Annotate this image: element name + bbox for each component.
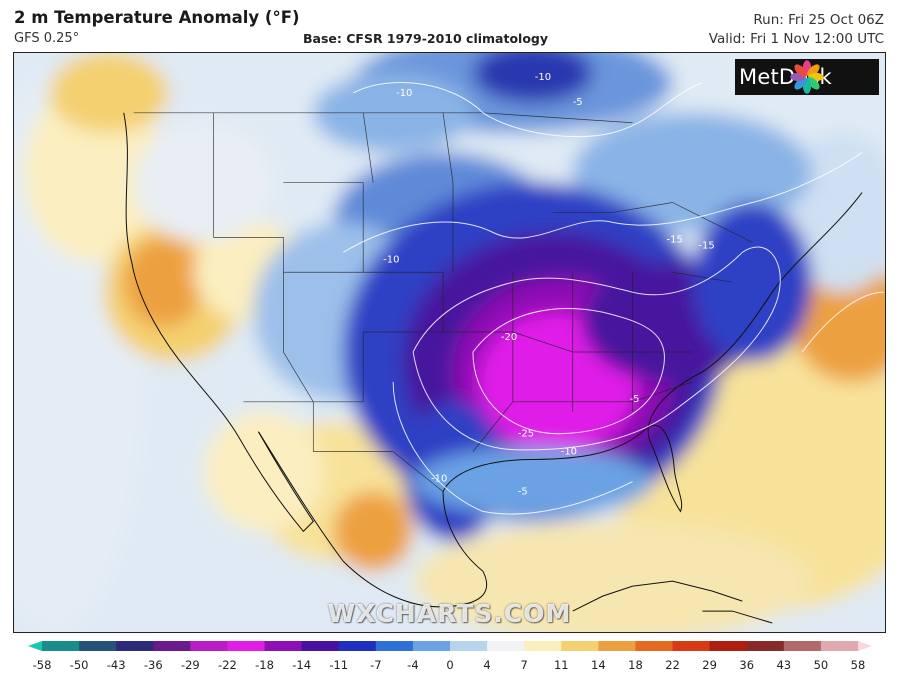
colorbar-tick-label: 14 <box>591 658 606 672</box>
state-boundaries <box>133 112 753 492</box>
colorbar-tick-label: -7 <box>370 658 382 672</box>
colorbar-cell <box>42 641 80 651</box>
colorbar-cell <box>412 641 451 651</box>
run-time: Run: Fri 25 Oct 06Z <box>753 12 884 28</box>
colorbar-cell <box>264 641 303 651</box>
contour-label: -5 <box>573 97 583 108</box>
contour-label: -25 <box>518 429 534 440</box>
colorbar-tick-label: 58 <box>850 658 866 672</box>
colorbar-cell <box>635 641 674 651</box>
colorbar-tick-label: -43 <box>106 658 126 672</box>
colorbar-tick-label: -22 <box>218 658 237 672</box>
colorbar-tick-label: -18 <box>255 658 274 672</box>
colorbar-tick-label: 36 <box>739 658 755 672</box>
colorbar-cell <box>598 641 636 651</box>
contour-label: -10 <box>561 447 577 458</box>
colorbar-min-arrow <box>28 641 42 651</box>
anomaly-contours <box>342 82 885 515</box>
contour-label: -5 <box>518 486 528 497</box>
colorbar-tick-label: 0 <box>446 658 454 672</box>
climatology-base: Base: CFSR 1979-2010 climatology <box>303 31 549 46</box>
contour-label: -10 <box>383 254 399 265</box>
watermark: WXCHARTS.COM <box>327 599 572 628</box>
contour-labels: -10 -10 -5 -15 -15 -10 -20 -25 -10 -10 -… <box>383 72 715 498</box>
colorbar-cell <box>338 641 377 651</box>
colorbar-cell <box>746 641 785 651</box>
colorbar-tick-label: -50 <box>69 658 89 672</box>
colorbar-cell <box>487 641 525 651</box>
colorbar-cell <box>190 641 228 651</box>
contour-label: -20 <box>501 332 517 343</box>
metdesk-logo[interactable]: MetDesk <box>735 59 879 95</box>
colorbar-tick-label: 22 <box>665 658 680 672</box>
colorbar-tick-label: -14 <box>292 658 312 672</box>
contour-label: -10 <box>396 88 412 99</box>
colorbar-cell <box>227 641 266 651</box>
contour-label: -10 <box>431 474 447 485</box>
colorbar-tick-label: 4 <box>483 658 491 672</box>
colorbar-cell <box>709 641 748 651</box>
colorbar <box>28 641 872 651</box>
coastlines <box>123 112 863 624</box>
model-name: GFS 0.25° <box>14 31 80 46</box>
colorbar-tick-label: 18 <box>628 658 643 672</box>
contour-label: -15 <box>667 234 683 245</box>
colorbar-tick-label: -36 <box>143 658 163 672</box>
colorbar-cell <box>820 641 859 651</box>
colorbar-cell <box>672 641 711 651</box>
colorbar-labels: -58 -50 -43 -36 -29 -22 -18 -14 -11 -7 -4 0 4 7 11 14 18… <box>30 658 870 674</box>
contour-label: -15 <box>698 240 714 251</box>
anomaly-field <box>14 53 885 632</box>
metdesk-flower-logo-icon <box>790 60 824 94</box>
map-title: 2 m Temperature Anomaly (°F) <box>14 8 300 27</box>
contour-label: -10 <box>535 72 551 83</box>
colorbar-tick-label: 29 <box>702 658 717 672</box>
colorbar-max-arrow <box>858 641 872 651</box>
anomaly-map[interactable]: -10 -10 -5 -15 -15 -10 -20 -25 -10 -10 -… <box>13 52 886 633</box>
map-canvas: -10 -10 -5 -15 -15 -10 -20 -25 -10 -10 -… <box>14 53 885 632</box>
colorbar-tick-label: -29 <box>180 658 200 672</box>
valid-time: Valid: Fri 1 Nov 12:00 UTC <box>708 31 884 47</box>
colorbar-tick-label: -58 <box>32 658 52 672</box>
colorbar-cell <box>450 641 488 651</box>
colorbar-cell <box>153 641 191 651</box>
colorbar-cell <box>301 641 340 651</box>
colorbar-tick-label: 11 <box>553 658 569 672</box>
colorbar-tick-label: -4 <box>407 658 419 672</box>
colorbar-tick-label: 7 <box>520 658 528 672</box>
colorbar-tick-label: 50 <box>813 658 829 672</box>
colorbar-tick-label: -11 <box>329 658 349 672</box>
colorbar-cell <box>375 641 414 651</box>
colorbar-cell <box>561 641 599 651</box>
colorbar-cell <box>783 641 822 651</box>
colorbar-tick-label: 43 <box>776 658 792 672</box>
colorbar-cell <box>524 641 562 651</box>
colorbar-cell <box>116 641 154 651</box>
colorbar-cell <box>79 641 117 651</box>
contour-label: -5 <box>630 394 640 405</box>
